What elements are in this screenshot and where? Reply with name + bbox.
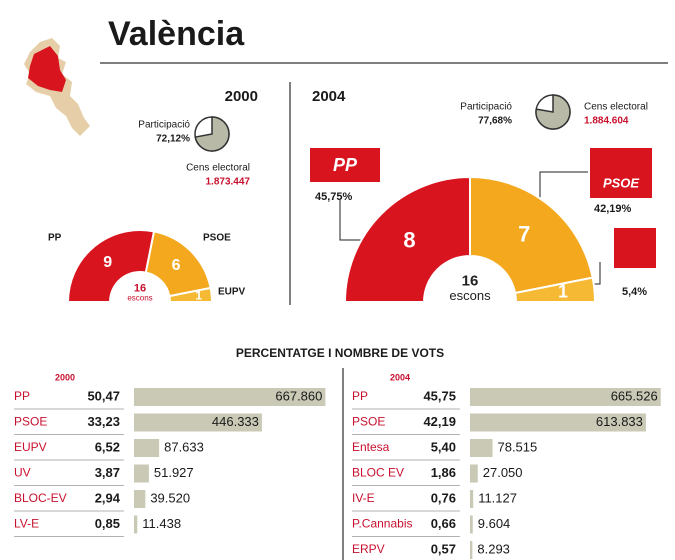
- participation-slice: [194, 116, 230, 152]
- party-percent: 0,76: [431, 490, 456, 505]
- seat-segment: [343, 175, 471, 303]
- votes-title: PERCENTATGE I NOMBRE DE VOTS: [236, 346, 444, 360]
- vote-count: 613.833: [596, 414, 643, 429]
- party-percent: 5,40: [431, 439, 456, 454]
- party-name: IV-E: [352, 491, 375, 505]
- party-percent: 0,66: [431, 516, 456, 531]
- party-name: EUPV: [14, 440, 47, 454]
- party-percent: 42,19%: [594, 203, 632, 215]
- vote-count: 78.515: [497, 439, 537, 454]
- vote-count: 27.050: [483, 465, 523, 480]
- party-percent: 5,4%: [622, 286, 647, 298]
- party-name: P.Cannabis: [352, 517, 413, 531]
- vote-count: 11.127: [478, 490, 517, 505]
- party-name: PP: [14, 389, 30, 403]
- table-year: 2000: [55, 372, 75, 382]
- vote-count: 446.333: [212, 414, 259, 429]
- participation-slice: [535, 94, 571, 130]
- year: 2004: [312, 88, 346, 105]
- seat-count: 1: [558, 282, 568, 302]
- party-percent: 3,87: [95, 465, 120, 480]
- party-name: PP: [352, 389, 368, 403]
- eu-logo: [614, 228, 656, 268]
- participation-label: Participació: [138, 120, 190, 131]
- party-name: PSOE: [14, 415, 47, 429]
- psoe-logo: [590, 148, 652, 198]
- party-name: LV-E: [14, 517, 39, 531]
- party-logo-text: PSOE: [603, 175, 639, 190]
- seat-count: 1: [195, 288, 202, 302]
- seat-segment: [469, 175, 594, 295]
- seat-segment: [168, 286, 214, 303]
- participation-value: 77,68%: [478, 116, 512, 127]
- vote-count: 665.526: [611, 388, 658, 403]
- leader-line: [539, 171, 588, 205]
- party-percent: 45,75%: [315, 191, 353, 203]
- party-percent: 2,94: [95, 490, 121, 505]
- year: 2000: [225, 88, 258, 105]
- seat-count: 9: [103, 254, 112, 271]
- seat-count: 8: [403, 227, 415, 252]
- seat-segment: [66, 229, 156, 303]
- seat-count: 7: [518, 222, 530, 247]
- participation-value: 72,12%: [156, 134, 190, 145]
- vote-bar: [470, 490, 474, 508]
- seats-total: 16: [134, 282, 146, 294]
- party-label: PSOE: [203, 233, 231, 244]
- party-percent: 1,86: [431, 465, 456, 480]
- party-label: EUPV: [218, 287, 246, 298]
- leader-line: [339, 200, 362, 241]
- party-label: PP: [48, 233, 62, 244]
- party-percent: 6,52: [95, 439, 120, 454]
- pp-logo: [310, 148, 380, 182]
- party-name: BLOC-EV: [14, 491, 67, 505]
- vote-bar: [134, 439, 160, 457]
- party-percent: 0,57: [431, 541, 456, 556]
- vote-bar: [470, 515, 473, 534]
- vote-bar: [470, 388, 661, 406]
- table-year: 2004: [390, 372, 410, 382]
- seats-total: 16: [462, 272, 479, 289]
- vote-bar: [470, 439, 493, 457]
- vote-bar: [134, 515, 138, 534]
- seat-segment: [513, 276, 597, 303]
- party-percent: 42,19: [423, 414, 456, 429]
- participation-label: Participació: [460, 102, 512, 113]
- vote-bar: [470, 541, 473, 559]
- map-valencia: [28, 46, 66, 92]
- census-value: 1.873.447: [206, 177, 251, 188]
- vote-bar: [134, 464, 149, 483]
- census-value: 1.884.604: [584, 116, 629, 127]
- party-name: PSOE: [352, 415, 385, 429]
- vote-count: 8.293: [477, 541, 510, 556]
- party-name: UV: [14, 466, 31, 480]
- vote-bar: [470, 413, 646, 432]
- vote-count: 51.927: [154, 465, 194, 480]
- vote-count: 11.438: [142, 516, 181, 531]
- census-label: Cens electoral: [186, 163, 250, 174]
- vote-count: 9.604: [478, 516, 511, 531]
- vote-count: 39.520: [150, 490, 190, 505]
- seat-count: 6: [172, 257, 181, 274]
- party-percent: 0,85: [95, 516, 120, 531]
- vote-count: 87.633: [164, 439, 204, 454]
- vote-bar: [470, 464, 478, 483]
- party-name: ERPV: [352, 542, 385, 556]
- vote-bar: [134, 490, 146, 508]
- title: València: [108, 15, 245, 53]
- party-percent: 33,23: [87, 414, 120, 429]
- seats-label: escons: [449, 288, 491, 303]
- party-percent: 45,75: [423, 388, 456, 403]
- party-percent: 50,47: [87, 388, 120, 403]
- vote-count: 667.860: [275, 388, 322, 403]
- vote-bar: [134, 388, 326, 406]
- census-label: Cens electoral: [584, 102, 648, 113]
- seats-label: escons: [127, 294, 152, 303]
- party-logo-text: PP: [333, 155, 358, 175]
- party-name: BLOC EV: [352, 466, 404, 480]
- vote-bar: [134, 413, 262, 432]
- party-name: Entesa: [352, 440, 390, 454]
